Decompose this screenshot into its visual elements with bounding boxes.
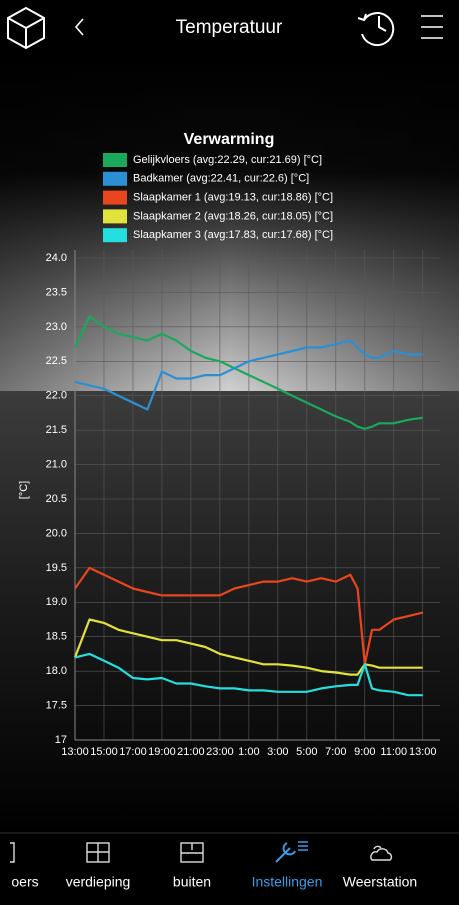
x-tick-label: 21:00 <box>177 746 205 758</box>
header-title: Temperatuur <box>176 17 283 38</box>
cube-icon[interactable] <box>7 6 45 50</box>
nav-item[interactable]: verdieping <box>66 874 131 890</box>
legend-swatch <box>103 209 127 224</box>
nav-item[interactable]: Weerstation <box>343 874 417 890</box>
x-tick-label: 17:00 <box>119 746 147 758</box>
y-tick-label: 23.5 <box>46 286 67 298</box>
nav: oers verdieping buiten Instellingen Weerstat… <box>10 841 417 890</box>
series-line <box>74 652 423 697</box>
x-tick-label: 19:00 <box>148 746 176 758</box>
series-line <box>74 566 424 666</box>
nav-item[interactable]: Instellingen <box>252 874 323 890</box>
chart-title: Verwarming <box>184 131 275 148</box>
y-tick-label: 19.5 <box>46 562 67 574</box>
legend-label: Badkamer (avg:22.41, cur:22.6) [°C] <box>133 173 309 185</box>
x-tick-label: 11:00 <box>380 746 407 758</box>
legend-label: Slaapkamer 2 (avg:18.26, cur:18.05) [°C] <box>133 210 333 222</box>
x-tick-label: 5:00 <box>296 746 317 758</box>
x-tick-label: 7:00 <box>325 746 346 758</box>
x-tick-label: 15:00 <box>90 746 118 758</box>
y-tick-label: 23.0 <box>46 321 67 333</box>
y-tick-label: 18.0 <box>46 665 67 677</box>
y-tick-label: 24.0 <box>46 252 67 264</box>
y-tick-label: 22.0 <box>46 390 67 402</box>
y-tick-label: 21.5 <box>46 424 67 436</box>
legend-swatch <box>103 228 127 243</box>
series-line <box>73 618 423 676</box>
menu-button[interactable] <box>421 15 443 39</box>
y-tick-label: 21.0 <box>46 458 67 470</box>
series-line <box>74 315 423 430</box>
nav-item[interactable]: buiten <box>173 874 211 890</box>
legend-swatch <box>103 171 127 186</box>
y-tick-label: 20.5 <box>46 493 67 505</box>
y-axis-label: [°C] <box>18 481 30 499</box>
nav-item[interactable]: oers <box>11 874 38 890</box>
x-tick-label: 13:00 <box>61 746 89 758</box>
y-tick-label: 17 <box>55 734 67 746</box>
y-tick-label: 22.5 <box>46 355 67 367</box>
series-line <box>74 339 423 411</box>
legend-label: Slaapkamer 1 (avg:19.13, cur:18.86) [°C] <box>133 192 333 204</box>
nav-icons <box>10 841 393 863</box>
chart-background-lower <box>0 391 459 833</box>
y-tick-label: 18.5 <box>46 631 67 643</box>
x-tick-label: 3:00 <box>267 746 288 758</box>
x-tick-label: 9:00 <box>354 746 375 758</box>
legend-swatch <box>103 190 127 205</box>
y-tick-label: 20.0 <box>46 527 67 539</box>
legend-label: Gelijkvloers (avg:22.29, cur:21.69) [°C] <box>133 154 322 166</box>
y-tick-label: 17.5 <box>46 699 67 711</box>
legend-swatch <box>103 153 127 167</box>
legend-label: Slaapkamer 3 (avg:17.83, cur:17.68) [°C] <box>133 229 333 241</box>
x-tick-label: 1:00 <box>238 746 259 758</box>
y-tick-label: 19.0 <box>46 596 67 608</box>
x-tick-label: 23:00 <box>206 746 234 758</box>
back-button[interactable] <box>74 18 84 36</box>
x-tick-label: 13:00 <box>409 746 437 758</box>
chart-background-shade <box>0 55 459 391</box>
history-button[interactable] <box>357 12 395 47</box>
nav-bar <box>0 833 459 900</box>
chart: Verwarming [°C] Gelijkvloers (avg:22.29,… <box>18 131 440 758</box>
